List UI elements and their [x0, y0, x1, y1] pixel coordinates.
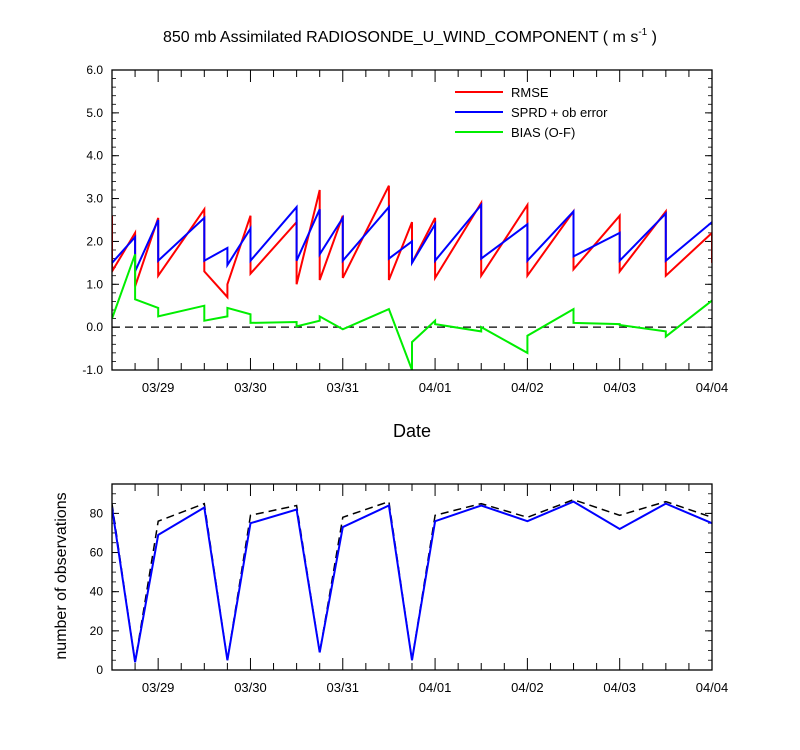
- x-axis-label: Date: [393, 421, 431, 441]
- plot-frame: [111, 483, 713, 671]
- plot-frame: [111, 69, 713, 371]
- y-tick-label: 40: [90, 585, 104, 599]
- x-tick-label: 03/30: [234, 680, 267, 695]
- x-tick-label: 03/29: [142, 680, 175, 695]
- x-tick-label: 04/02: [511, 380, 544, 395]
- y-tick-label: 2.0: [86, 234, 103, 248]
- top-chart: -1.0 0.0 1.0 2.0 3.0 4.0 5.0 6.0 03/29 03/30 03/31…: [82, 63, 728, 395]
- chart-title: 850 mb Assimilated RADIOSONDE_U_WIND_COM…: [163, 27, 657, 46]
- y-tick-label: 60: [90, 546, 104, 560]
- x-tick-label: 03/31: [326, 680, 359, 695]
- series-line-rmse: [112, 185, 712, 300]
- legend-label-bias-o-f: BIAS (O-F): [511, 125, 575, 140]
- y-tick-label: 1.0: [86, 277, 103, 291]
- x-tick-label: 03/30: [234, 380, 267, 395]
- y-tick-label: 4.0: [86, 149, 103, 163]
- series-group: [112, 185, 712, 370]
- y-tick-label: 6.0: [86, 63, 103, 77]
- y-axis-label-observations: number of observations: [53, 492, 70, 659]
- legend-label-sprd-ob-error: SPRD + ob error: [511, 105, 608, 120]
- x-tick-label: 04/01: [419, 380, 452, 395]
- x-tick-label: 03/31: [326, 380, 359, 395]
- x-tick-label: 04/02: [511, 680, 544, 695]
- x-tick-label: 04/04: [696, 380, 729, 395]
- series-line-bias-o-f: [112, 253, 712, 370]
- series-group: [112, 498, 712, 663]
- bottom-chart: 0 20 40 60 80 03/29 03/30 03/31 04/01 04/02 04/03 0…: [90, 483, 729, 695]
- y-tick-label: -1.0: [82, 363, 103, 377]
- x-tick-label: 04/03: [603, 380, 636, 395]
- series-line-observations-possible: [112, 498, 712, 663]
- series-line-sprd-ob-error: [112, 202, 712, 272]
- y-tick-label: 0.0: [86, 320, 103, 334]
- series-line-observations-assimilated: [112, 500, 712, 663]
- x-tick-label: 04/03: [603, 680, 636, 695]
- legend-label-rmse: RMSE: [511, 85, 549, 100]
- x-tick-label: 04/04: [696, 680, 729, 695]
- y-tick-label: 0: [96, 663, 103, 677]
- y-tick-label: 5.0: [86, 106, 103, 120]
- y-tick-label: 80: [90, 506, 104, 520]
- x-tick-label: 03/29: [142, 380, 175, 395]
- x-tick-label: 04/01: [419, 680, 452, 695]
- y-tick-label: 3.0: [86, 192, 103, 206]
- y-tick-label: 20: [90, 624, 104, 638]
